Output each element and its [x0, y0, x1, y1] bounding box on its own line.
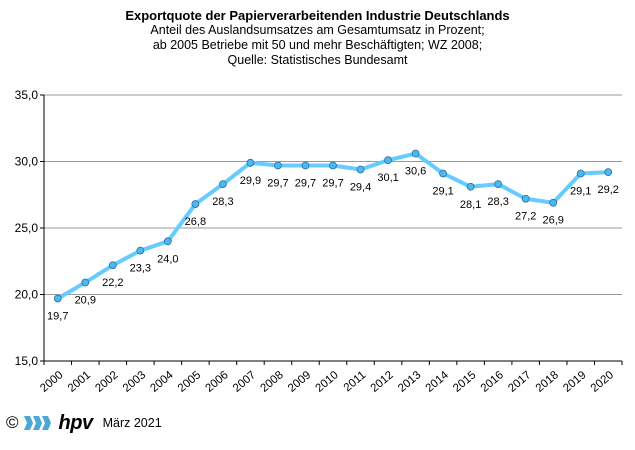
x-tick-label: 2020	[589, 369, 616, 395]
data-point	[274, 161, 282, 170]
x-tick-label: 2004	[148, 369, 176, 395]
x-tick-label: 2003	[121, 369, 148, 395]
y-tick-label: 30,0	[15, 155, 39, 169]
data-point	[136, 246, 145, 255]
data-point	[521, 194, 530, 203]
copyright-symbol: ©	[6, 413, 19, 432]
data-label: 30,1	[377, 172, 398, 184]
data-point	[384, 156, 392, 165]
data-point	[329, 161, 337, 170]
data-point	[301, 161, 310, 170]
data-label: 22,2	[102, 277, 123, 289]
data-point	[219, 180, 227, 189]
x-tick-label: 2005	[176, 369, 203, 395]
x-tick-label: 2019	[561, 369, 588, 395]
data-label: 19,7	[47, 310, 68, 322]
data-label: 27,2	[515, 211, 536, 223]
data-label: 24,0	[157, 253, 178, 265]
data-point	[494, 180, 503, 189]
data-point	[81, 278, 90, 287]
data-point	[439, 169, 447, 178]
data-point	[246, 158, 255, 167]
data-label: 30,6	[405, 166, 426, 178]
x-tick-label: 2018	[534, 369, 561, 395]
data-point	[108, 261, 117, 270]
data-label: 29,2	[598, 184, 619, 196]
chart-subtitle-line-3: Quelle: Statistisches Bundesamt	[227, 53, 408, 67]
x-tick-label: 2002	[93, 369, 120, 395]
x-tick-label: 2011	[342, 369, 369, 394]
chart-subtitle-line-1: Anteil des Auslandsumsatzes am Gesamtums…	[150, 23, 485, 37]
data-point	[356, 165, 365, 174]
data-label: 29,7	[267, 177, 288, 189]
x-tick-label: 2012	[369, 369, 396, 395]
data-label: 29,7	[295, 177, 316, 189]
data-point	[163, 237, 172, 246]
x-tick-label: 2007	[231, 369, 258, 395]
data-point	[191, 200, 200, 208]
y-tick-label: 20,0	[15, 288, 39, 302]
data-label: 28,3	[212, 196, 233, 208]
data-point	[53, 294, 62, 303]
x-tick-label: 2001	[66, 369, 93, 395]
x-tick-label: 2017	[506, 369, 533, 395]
chart-title: Exportquote der Papierverarbeitenden Ind…	[125, 8, 510, 23]
chart-subtitle-line-2: ab 2005 Betriebe mit 50 und mehr Beschäf…	[152, 38, 483, 52]
series-line	[55, 151, 611, 301]
data-label: 29,1	[570, 185, 591, 197]
data-label: 28,1	[460, 199, 481, 211]
x-tick-label: 2013	[396, 369, 423, 395]
x-tick-label: 2010	[314, 369, 341, 395]
y-tick-label: 35,0	[15, 88, 39, 102]
data-point	[549, 198, 558, 207]
chart-header: Exportquote der Papierverarbeitenden Ind…	[0, 8, 635, 68]
data-label: 23,3	[130, 263, 151, 275]
data-label: 29,1	[432, 185, 453, 197]
y-tick-label: 25,0	[15, 221, 39, 235]
data-point	[604, 168, 613, 177]
x-tick-label: 2015	[451, 369, 478, 395]
y-tick-label: 15,0	[15, 354, 39, 368]
data-label: 20,9	[75, 295, 96, 307]
data-point	[411, 149, 420, 158]
data-label: 26,9	[542, 215, 563, 227]
footer: © hpv März 2021	[6, 412, 162, 434]
x-tick-label: 2009	[286, 369, 313, 395]
x-tick-label: 2008	[258, 369, 285, 395]
data-label: 28,3	[487, 196, 508, 208]
data-label: 29,4	[350, 181, 371, 193]
x-tick-label: 2016	[479, 369, 506, 395]
data-point	[466, 182, 475, 191]
data-point	[576, 169, 585, 178]
data-label: 29,9	[240, 175, 261, 187]
logo-text: hpv	[58, 411, 94, 434]
x-tick-label: 2014	[424, 369, 452, 395]
publication-date: März 2021	[102, 416, 162, 430]
hpv-logo-icon	[23, 416, 51, 430]
x-tick-label: 2006	[203, 369, 230, 395]
x-tick-label: 2000	[38, 369, 65, 395]
data-label: 26,8	[185, 216, 206, 228]
data-label: 29,7	[322, 177, 343, 189]
